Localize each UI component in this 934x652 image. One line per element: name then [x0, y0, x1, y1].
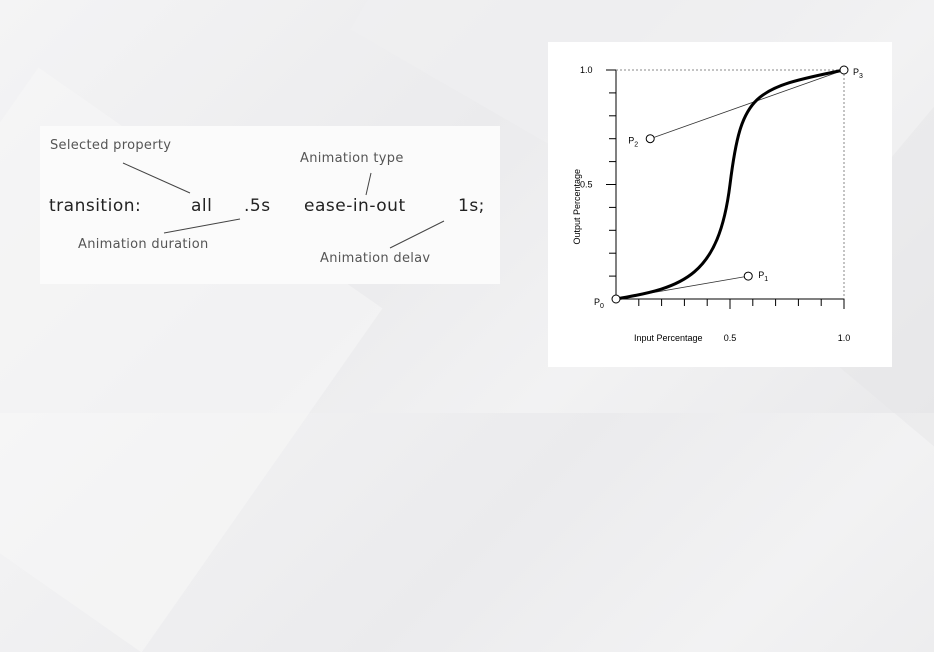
- label-animation-delay: Animation delav: [320, 251, 431, 266]
- code-property: all: [191, 196, 213, 216]
- bezier-curve-chart: 0.5 1.0 1.0 0.5 Input Percentage Output Perce…: [572, 65, 863, 343]
- x-tick-label: 1.0: [838, 333, 851, 343]
- label-animation-type: Animation type: [300, 151, 404, 166]
- x-axis-label: Input Percentage: [634, 333, 703, 343]
- x-tick-label: 0.5: [724, 333, 737, 343]
- code-duration: .5s: [244, 196, 271, 216]
- bezier-curve: [614, 68, 846, 301]
- code-keyword: transition:: [49, 196, 142, 216]
- label-selected-property: Selected property: [50, 138, 172, 153]
- y-axis-label: Output Percentage: [572, 169, 582, 245]
- y-tick-label: 0.5: [580, 180, 593, 190]
- transition-syntax-panel: [40, 126, 500, 284]
- control-point-label-p1: P1: [758, 270, 768, 283]
- y-tick-label: 1.0: [580, 65, 593, 75]
- control-point-p3: [839, 65, 849, 75]
- handle-line-p3-p2: [650, 69, 845, 140]
- code-delay: 1s;: [458, 196, 485, 216]
- control-point-p0: [611, 294, 621, 304]
- control-point-p2: [645, 134, 655, 144]
- code-timing-function: ease-in-out: [304, 196, 406, 216]
- bezier-curve-panel: [548, 42, 892, 367]
- control-point-label-p3: P3: [853, 67, 863, 80]
- label-animation-duration: Animation duration: [78, 237, 209, 252]
- control-point-p1: [743, 271, 753, 281]
- control-point-label-p0: P0: [594, 297, 604, 310]
- control-point-label-p2: P2: [628, 136, 638, 149]
